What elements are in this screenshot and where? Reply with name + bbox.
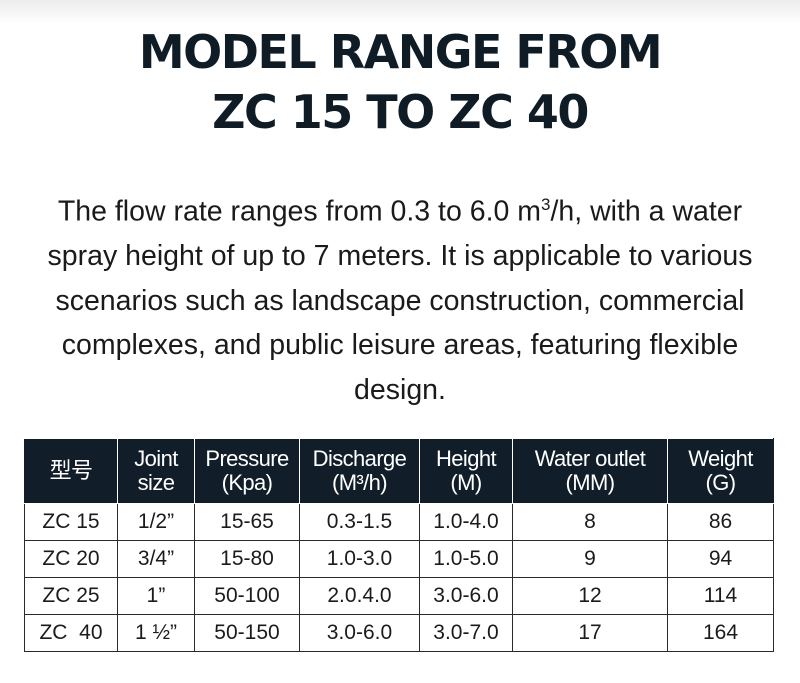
title-line-1: MODEL RANGE FROM	[138, 25, 663, 79]
cell-height: 3.0-6.0	[419, 577, 513, 615]
cell-discharge: 0.3-1.5	[299, 503, 420, 541]
cell-pressure: 50-100	[194, 577, 300, 615]
table-row: ZC 40 1 ½” 50-150 3.0-6.0 3.0-7.0 17 164	[24, 614, 774, 652]
cell-water-outlet: 17	[512, 614, 668, 652]
cell-water-outlet: 9	[512, 540, 668, 578]
cell-height: 1.0-5.0	[419, 540, 513, 578]
title-line-2: ZC 15 TO ZC 40	[212, 85, 589, 139]
cell-water-outlet: 8	[512, 503, 668, 541]
model-spec-table: 型号 Joint size Pressure (Kpa) Discharge (M³/…	[24, 438, 774, 652]
header-joint-size: Joint size	[117, 438, 195, 504]
cell-height: 1.0-4.0	[419, 503, 513, 541]
cell-weight: 164	[667, 614, 774, 652]
cell-joint-size: 1”	[117, 577, 195, 615]
page-title: MODEL RANGE FROM ZC 15 TO ZC 40	[0, 22, 800, 142]
header-discharge: Discharge (M³/h)	[299, 438, 420, 504]
cell-weight: 86	[667, 503, 774, 541]
table-row: ZC 15 1/2” 15-65 0.3-1.5 1.0-4.0 8 86	[24, 503, 774, 541]
cell-joint-size: 1/2”	[117, 503, 195, 541]
table-row: ZC 25 1” 50-100 2.0.4.0 3.0-6.0 12 114	[24, 577, 774, 615]
cell-model: ZC 40	[24, 614, 118, 652]
cell-discharge: 1.0-3.0	[299, 540, 420, 578]
description-text-part-1: The flow rate ranges from 0.3 to 6.0 m	[57, 195, 541, 228]
cell-model: ZC 20	[24, 540, 118, 578]
cell-height: 3.0-7.0	[419, 614, 513, 652]
cell-weight: 114	[667, 577, 774, 615]
description-superscript: 3	[541, 195, 551, 214]
cell-model: ZC 25	[24, 577, 118, 615]
cell-discharge: 2.0.4.0	[299, 577, 420, 615]
cell-model: ZC 15	[24, 503, 118, 541]
cell-pressure: 50-150	[194, 614, 300, 652]
cell-discharge: 3.0-6.0	[299, 614, 420, 652]
header-weight: Weight (G)	[667, 438, 774, 504]
cell-joint-size: 3/4”	[117, 540, 195, 578]
cell-water-outlet: 12	[512, 577, 668, 615]
header-water-outlet: Water outlet (MM)	[512, 438, 668, 504]
header-model: 型号	[24, 438, 118, 504]
table-row: ZC 20 3/4” 15-80 1.0-3.0 1.0-5.0 9 94	[24, 540, 774, 578]
cell-weight: 94	[667, 540, 774, 578]
header-height: Height (M)	[419, 438, 513, 504]
header-pressure: Pressure (Kpa)	[194, 438, 300, 504]
cell-pressure: 15-80	[194, 540, 300, 578]
table-header-row: 型号 Joint size Pressure (Kpa) Discharge (M³/…	[24, 438, 774, 504]
description-text-part-2: /h, with a water spray height of up to 7…	[47, 195, 753, 406]
cell-pressure: 15-65	[194, 503, 300, 541]
description-paragraph: The flow rate ranges from 0.3 to 6.0 m3/…	[40, 183, 760, 412]
cell-joint-size: 1 ½”	[117, 614, 195, 652]
